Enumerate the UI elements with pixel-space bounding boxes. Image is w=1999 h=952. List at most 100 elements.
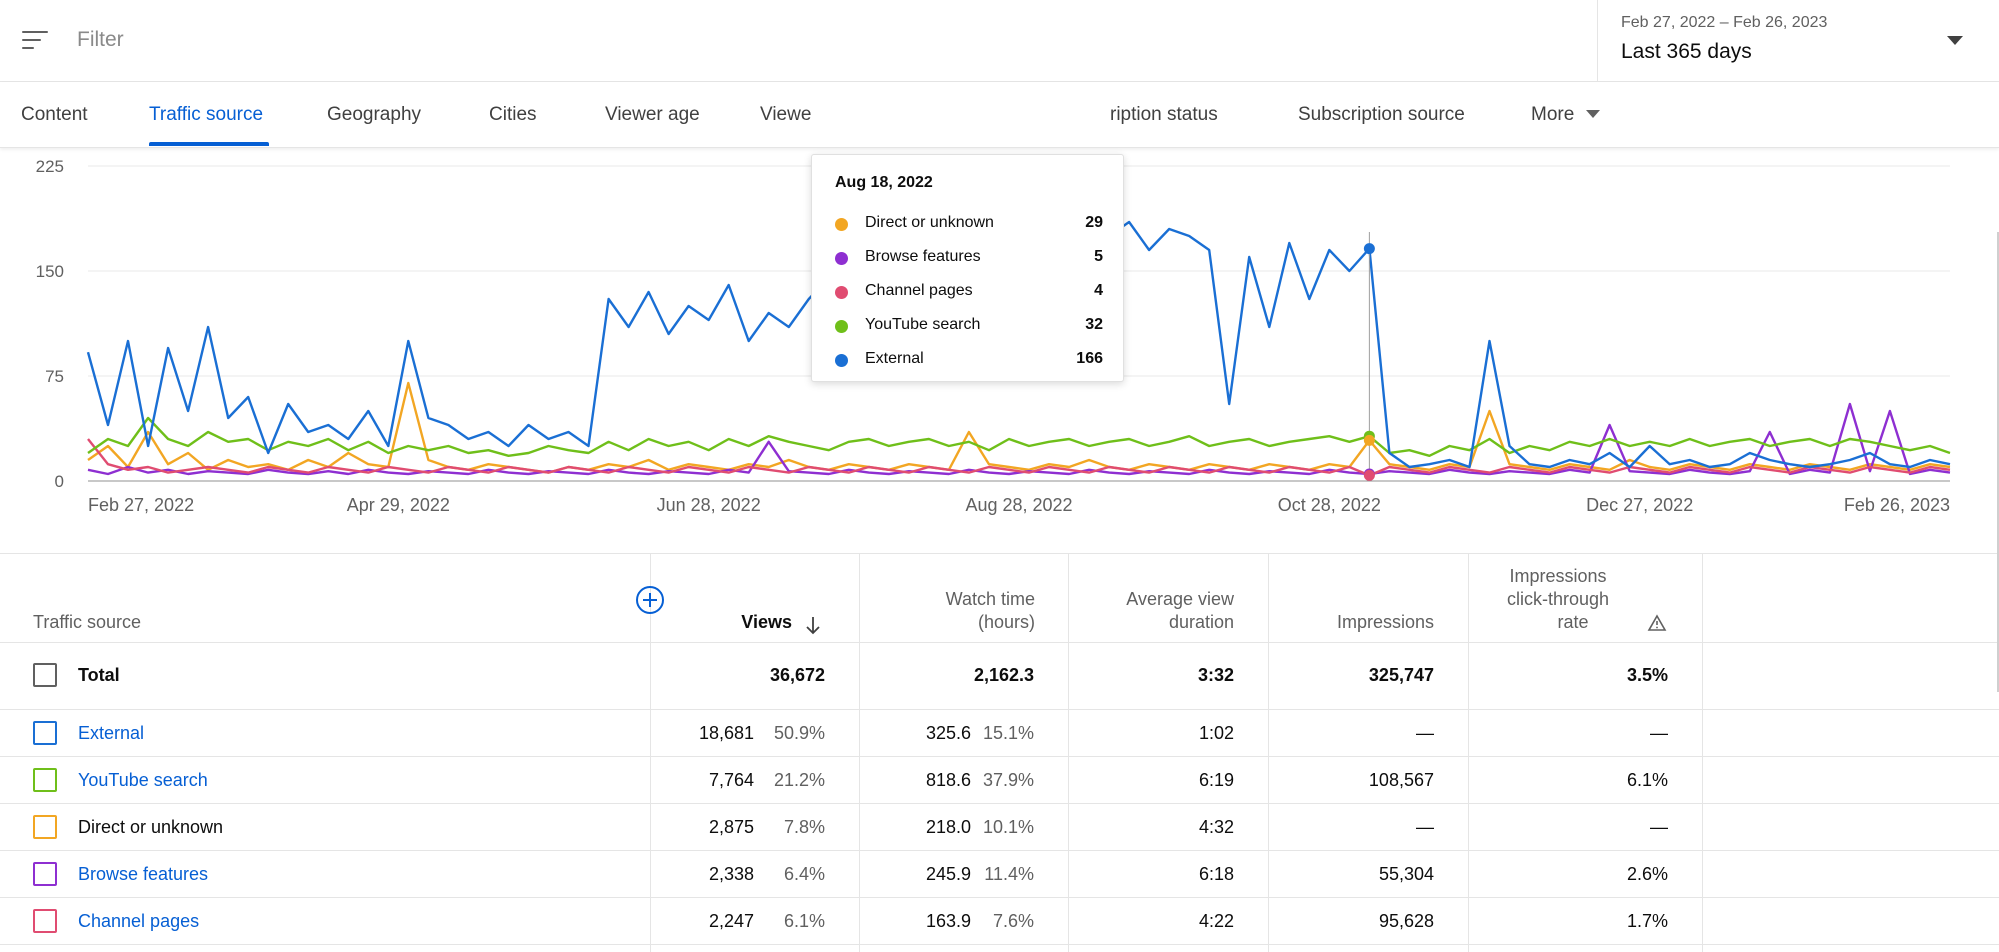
- date-range-picker[interactable]: Feb 27, 2022 – Feb 26, 2023 Last 365 day…: [1597, 0, 1999, 82]
- row-checkbox-channel[interactable]: [33, 909, 57, 933]
- tab-subscription-status[interactable]: ription status: [1110, 104, 1218, 125]
- header-watch-time[interactable]: Watch time (hours): [870, 588, 1035, 634]
- y-tick-label: 0: [55, 472, 64, 491]
- tab-viewer-age[interactable]: Viewer age: [605, 104, 700, 125]
- avd-value: 6:19: [1198, 770, 1234, 790]
- tooltip-series-name: External: [865, 350, 924, 367]
- views-percent: 6.1%: [783, 911, 825, 931]
- header-ctr-line3: rate: [1557, 612, 1589, 632]
- tooltip-series-value: 32: [1085, 316, 1103, 333]
- total-views: 36,672: [769, 665, 825, 685]
- active-tab-indicator: [149, 142, 269, 146]
- tooltip-series-value: 5: [1094, 248, 1103, 265]
- chart-canvas: 0 75 150 225 Feb 27, 2022 Apr 29, 2022 Jun 28,…: [36, 157, 1951, 515]
- filter-input[interactable]: Filter: [77, 28, 124, 51]
- source-link-browse[interactable]: Browse features: [78, 864, 209, 884]
- hover-point: [1363, 243, 1375, 255]
- tab-traffic-source[interactable]: Traffic source: [149, 104, 264, 125]
- views-value: 2,338: [708, 864, 754, 884]
- views-value: 7,764: [708, 770, 754, 790]
- ctr-value: —: [1650, 723, 1668, 743]
- more-caret-icon[interactable]: [1586, 110, 1600, 118]
- warning-icon[interactable]: [1647, 614, 1667, 632]
- watch-time-value: 218.0: [925, 817, 971, 837]
- views-percent: 6.4%: [783, 864, 825, 884]
- watch-time-percent: 7.6%: [992, 911, 1034, 931]
- tab-cities[interactable]: Cities: [489, 104, 537, 125]
- header-traffic-source[interactable]: Traffic source: [33, 612, 142, 632]
- ctr-value: 6.1%: [1626, 770, 1668, 790]
- filter-bar: Filter Feb 27, 2022 – Feb 26, 2023 Last …: [0, 0, 1999, 82]
- total-ctr: 3.5%: [1626, 665, 1668, 685]
- row-checkbox-external[interactable]: [33, 721, 57, 745]
- x-tick-label: Feb 26, 2023: [1844, 495, 1950, 515]
- header-ctr-line1: Impressions: [1509, 566, 1607, 586]
- series-line-youtube-search: [87, 416, 1951, 457]
- add-metric-icon[interactable]: [636, 586, 664, 614]
- series-line-direct-or-unknown: [87, 381, 1951, 474]
- tooltip-row: YouTube search 32: [835, 316, 1103, 336]
- header-ctr[interactable]: Impressions click-through rate: [1478, 565, 1638, 634]
- avd-value: 1:02: [1198, 723, 1234, 743]
- tooltip-series-name: Channel pages: [865, 282, 973, 299]
- total-impressions: 325,747: [1368, 665, 1434, 685]
- x-tick-label: Oct 28, 2022: [1278, 495, 1381, 515]
- tab-subscription-source[interactable]: Subscription source: [1298, 104, 1465, 125]
- total-checkbox[interactable]: [33, 663, 57, 687]
- views-value: 2,247: [708, 911, 754, 931]
- sort-down-icon[interactable]: [803, 614, 823, 636]
- report-tabs: Content Traffic source Geography Cities …: [0, 82, 1999, 148]
- row-checkbox-youtube-search[interactable]: [33, 768, 57, 792]
- traffic-chart[interactable]: 0 75 150 225 Feb 27, 2022 Apr 29, 2022 Jun 28,…: [0, 148, 1999, 553]
- tab-geography[interactable]: Geography: [327, 104, 422, 125]
- header-impressions[interactable]: Impressions: [1336, 612, 1434, 632]
- series-line-channel-pages: [87, 438, 1951, 477]
- impressions-value: —: [1416, 817, 1434, 837]
- x-tick-label: Feb 27, 2022: [88, 495, 194, 515]
- tooltip-row: External 166: [835, 350, 1103, 370]
- row-checkbox-direct[interactable]: [33, 815, 57, 839]
- watch-time-percent: 11.4%: [984, 864, 1034, 884]
- header-avd-line2: duration: [1168, 612, 1234, 632]
- date-range-text: Feb 27, 2022 – Feb 26, 2023: [1621, 14, 1828, 31]
- header-average-view-duration[interactable]: Average view duration: [1078, 588, 1234, 634]
- views-value: 18,681: [698, 723, 754, 743]
- source-link-channel[interactable]: Channel pages: [78, 911, 200, 931]
- traffic-source-table: Traffic source Views Watch time (hours) …: [0, 553, 1999, 952]
- tooltip-date: Aug 18, 2022: [835, 174, 933, 191]
- tab-viewer-gender[interactable]: Viewe: [760, 104, 812, 125]
- header-avd-line1: Average view: [1126, 589, 1234, 609]
- dropdown-caret-icon[interactable]: [1947, 36, 1963, 45]
- header-watch-time-line1: Watch time: [945, 589, 1035, 609]
- tab-more[interactable]: More: [1531, 104, 1575, 125]
- tooltip-row: Browse features 5: [835, 248, 1103, 268]
- header-watch-time-line2: (hours): [977, 612, 1035, 632]
- watch-time-value: 245.9: [925, 864, 971, 884]
- source-link-youtube-search[interactable]: YouTube search: [78, 770, 208, 790]
- chart-tooltip: Aug 18, 2022 Direct or unknown 29 Browse…: [811, 154, 1124, 382]
- row-checkbox-browse[interactable]: [33, 862, 57, 886]
- source-link-external[interactable]: External: [78, 723, 145, 743]
- watch-time-percent: 15.1%: [982, 723, 1034, 743]
- filter-lines-icon[interactable]: [22, 28, 50, 52]
- ctr-value: 1.7%: [1626, 911, 1668, 931]
- scrollbar[interactable]: [1997, 232, 1999, 692]
- impressions-value: 55,304: [1378, 864, 1434, 884]
- series-dot-icon: [835, 354, 848, 367]
- views-value: 2,875: [708, 817, 754, 837]
- x-tick-label: Apr 29, 2022: [347, 495, 450, 515]
- watch-time-value: 818.6: [925, 770, 971, 790]
- hover-point: [1363, 469, 1375, 481]
- avd-value: 6:18: [1198, 864, 1234, 884]
- tab-content[interactable]: Content: [21, 104, 88, 125]
- series-dot-icon: [835, 218, 848, 231]
- y-tick-label: 75: [45, 367, 64, 386]
- watch-time-value: 163.9: [925, 911, 971, 931]
- series-line-browse-features: [87, 402, 1951, 476]
- y-tick-label: 225: [36, 157, 64, 176]
- header-views[interactable]: Views: [741, 612, 792, 632]
- watch-time-percent: 37.9%: [982, 770, 1034, 790]
- watch-time-percent: 10.1%: [982, 817, 1034, 837]
- source-label-direct: Direct or unknown: [78, 817, 224, 837]
- ctr-value: 2.6%: [1626, 864, 1668, 884]
